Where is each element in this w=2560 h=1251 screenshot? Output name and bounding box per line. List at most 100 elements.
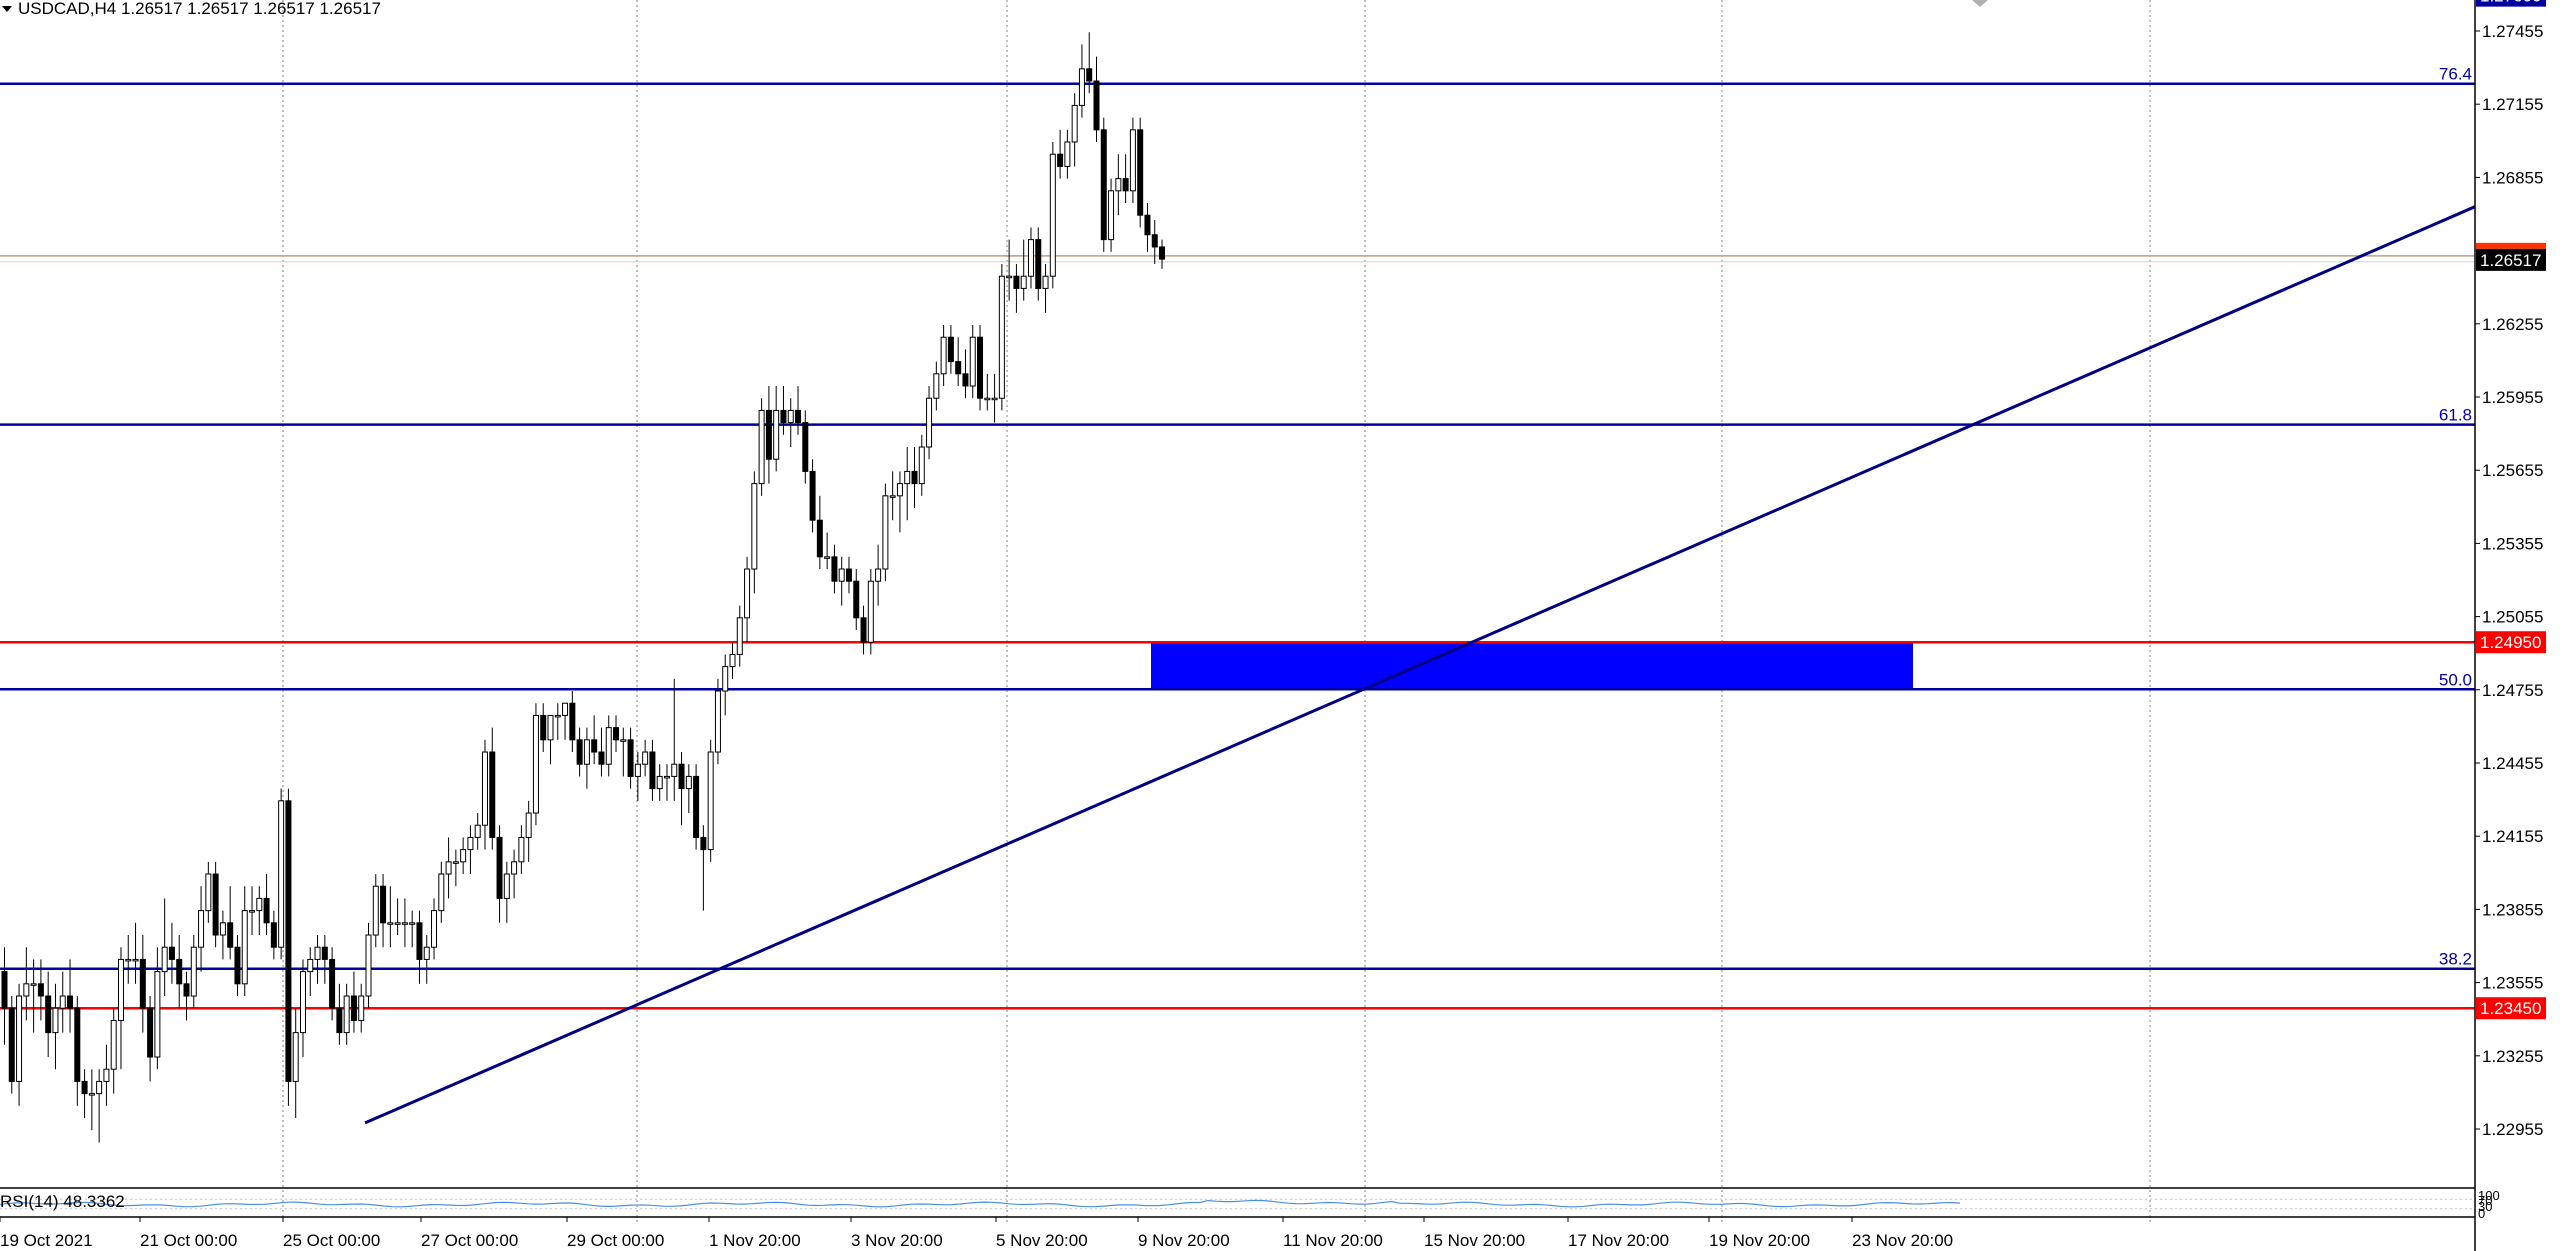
- candle: [867, 569, 874, 655]
- candle: [445, 837, 452, 899]
- candle: [45, 971, 52, 1058]
- price-axis-label: 1.26255: [2482, 315, 2543, 334]
- candle: [569, 691, 576, 753]
- candle: [729, 642, 736, 679]
- candle: [52, 983, 59, 1070]
- candle: [249, 886, 256, 936]
- candle-body-bear: [627, 739, 634, 777]
- price-axis-label: 1.23855: [2482, 900, 2543, 919]
- collapse-triangle-icon[interactable]: [2, 6, 12, 12]
- candle-body-bull: [256, 897, 263, 912]
- candle-body-bull: [642, 751, 649, 765]
- candle-body-bull: [729, 653, 736, 668]
- candle: [845, 556, 852, 594]
- candle-body-bull: [998, 275, 1005, 399]
- candle-body-bull: [314, 946, 321, 960]
- candle: [74, 996, 81, 1106]
- candle-body-bull: [896, 483, 903, 497]
- candle-body-bear: [1100, 129, 1107, 241]
- candle-body-bull: [1129, 129, 1136, 192]
- rsi-line: [0, 1199, 1961, 1208]
- time-axis-label: 5 Nov 20:00: [996, 1231, 1088, 1250]
- candle-body-bear: [8, 1007, 15, 1082]
- candle-body-bull: [940, 336, 947, 375]
- candle: [1151, 220, 1158, 265]
- candle: [1108, 178, 1115, 252]
- candle: [23, 947, 30, 1021]
- candle: [350, 971, 357, 1033]
- candle: [547, 714, 554, 765]
- time-axis-label: 29 Oct 00:00: [567, 1231, 664, 1250]
- grid-lines: [282, 0, 2151, 1225]
- price-tag-bg: [2476, 997, 2546, 1020]
- candle: [678, 752, 685, 826]
- candle: [518, 825, 525, 875]
- candle-body-bull: [132, 958, 139, 962]
- shift-marker-icon[interactable]: [1972, 0, 1988, 7]
- candle: [576, 727, 583, 777]
- candle-body-bull: [409, 922, 416, 925]
- candle-body-bull: [452, 861, 459, 864]
- candle-body-bull: [1064, 141, 1071, 167]
- price-axis-label: 1.22955: [2482, 1120, 2543, 1139]
- candle-body-bull: [460, 849, 467, 863]
- candle: [613, 715, 620, 753]
- candle-body-bear: [74, 1007, 81, 1082]
- price-tag-bg: [2476, 0, 2546, 7]
- candle-body-bull: [205, 873, 212, 912]
- candle-body-bear: [613, 727, 620, 741]
- candle: [802, 410, 809, 484]
- candle: [219, 910, 226, 960]
- candle: [911, 447, 918, 509]
- candle: [372, 874, 379, 948]
- candle: [67, 959, 74, 1033]
- candle: [795, 386, 802, 435]
- candle: [88, 1069, 95, 1131]
- candle: [336, 983, 343, 1045]
- candle-body-bear: [911, 470, 918, 485]
- candle-body-bear: [183, 983, 190, 997]
- candle-body-bull: [445, 861, 452, 875]
- candle-body-bull: [1042, 275, 1049, 289]
- trendline-layer[interactable]: [364, 205, 2475, 1125]
- level-lines-layer: 76.4 61.8 50.0 38.2: [0, 65, 2475, 1010]
- rsi-axis-label: 30: [2478, 1199, 2492, 1214]
- candle-body-bear: [1093, 80, 1100, 131]
- candle: [984, 373, 991, 411]
- support-zone-rect: [1151, 642, 1913, 690]
- candle: [37, 959, 44, 1021]
- candle-body-bull: [620, 739, 627, 742]
- candle: [1027, 227, 1034, 289]
- candle-body-bull: [1108, 190, 1115, 241]
- candle: [380, 874, 387, 948]
- candle-body-bull: [744, 568, 751, 619]
- candle-body-bull: [219, 922, 226, 936]
- candle-body-bull: [562, 702, 569, 716]
- candle-body-bull: [438, 873, 445, 912]
- candle-body-bear: [329, 958, 336, 1009]
- candle: [489, 727, 496, 850]
- candle: [933, 361, 940, 411]
- candle-body-bear: [263, 897, 270, 924]
- candle: [227, 886, 234, 960]
- candle: [671, 678, 678, 801]
- candle-body-bull: [511, 861, 518, 875]
- candle-body-bear: [678, 763, 685, 790]
- candle-body-bull: [190, 946, 197, 997]
- candle: [1122, 154, 1129, 204]
- candle-body-bear: [955, 361, 962, 375]
- candle-body-bull: [110, 1019, 117, 1070]
- candle: [969, 325, 976, 399]
- price-axis: 1.27455 1.27155 1.26855 1.26255 1.25955 1.256…: [2475, 22, 2543, 1139]
- candle-body-bull: [307, 958, 314, 973]
- candle: [241, 886, 248, 997]
- candle: [394, 898, 401, 936]
- candle-body-bull: [707, 751, 714, 851]
- candle: [1042, 264, 1049, 313]
- candle: [627, 727, 634, 789]
- candle: [685, 764, 692, 814]
- candle: [1006, 239, 1013, 301]
- candle-body-bull: [88, 1093, 95, 1096]
- candle: [1129, 117, 1136, 204]
